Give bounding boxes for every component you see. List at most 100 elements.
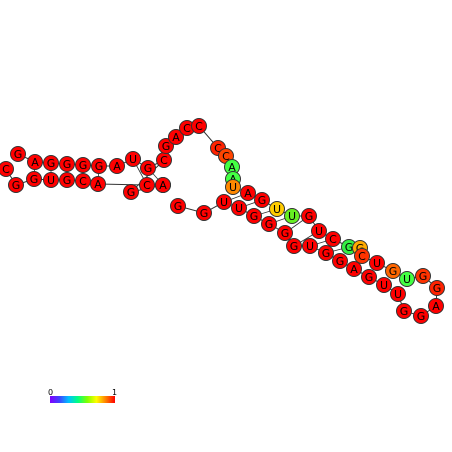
nucleotide-label: A: [432, 300, 440, 313]
nucleotide: G: [8, 177, 24, 193]
nucleotide: G: [59, 156, 75, 172]
nucleotide-circle: [361, 269, 377, 285]
nucleotide-label: A: [350, 263, 358, 276]
nucleotide: A: [168, 129, 184, 145]
nucleotide-circle: [43, 172, 59, 188]
nucleotide-circle: [225, 179, 241, 195]
nucleotide-circle: [75, 173, 91, 189]
nucleotide: A: [27, 154, 43, 170]
nucleotide-circle: [254, 192, 270, 208]
nucleotide: U: [302, 238, 318, 254]
nucleotide-label: G: [336, 255, 345, 268]
nucleotide-label: G: [63, 174, 72, 187]
nucleotide-circle: [369, 255, 385, 271]
nucleotide: U: [216, 194, 232, 210]
nucleotide-circle: [196, 205, 212, 221]
nucleotide-label: A: [228, 161, 236, 174]
nucleotide-label: G: [162, 140, 171, 153]
nucleotide: U: [284, 208, 300, 224]
nucleotide-circle: [301, 208, 317, 224]
nucleotide-circle: [26, 171, 42, 187]
nucleotide-label: U: [273, 203, 281, 216]
nucleotide-label: G: [79, 159, 88, 172]
nucleotide: C: [75, 173, 91, 189]
nucleotide-circle: [216, 194, 232, 210]
nucleotide-circle: [376, 277, 392, 293]
nucleotide: C: [325, 231, 341, 247]
nucleotide-circle: [325, 231, 341, 247]
nucleotide-circle: [59, 172, 75, 188]
nucleotide-label: U: [394, 288, 402, 301]
nucleotide-label: G: [365, 271, 374, 284]
nucleotide-circle: [246, 208, 262, 224]
nucleotide-label: U: [380, 279, 388, 292]
nucleotide-label: C: [195, 120, 203, 133]
nucleotide-label: U: [229, 181, 237, 194]
nucleotide-circle: [318, 245, 334, 261]
nucleotide-circle: [286, 238, 302, 254]
nucleotide-label: G: [419, 270, 428, 283]
nucleotide-label: C: [79, 175, 87, 188]
nucleotide: A: [224, 159, 240, 175]
nucleotide: G: [91, 158, 107, 174]
nucleotide: G: [246, 208, 262, 224]
nucleotide-circle: [354, 248, 370, 264]
nucleotide-label: G: [290, 240, 299, 253]
nucleotide: G: [59, 172, 75, 188]
nucleotide: U: [225, 179, 241, 195]
nucleotide-circle: [390, 286, 406, 302]
nucleotide: U: [311, 223, 327, 239]
nucleotide: U: [390, 286, 406, 302]
nucleotide: U: [376, 277, 392, 293]
nucleotide: C: [0, 161, 14, 177]
nucleotide-circle: [158, 138, 174, 154]
nucleotide-circle: [91, 158, 107, 174]
nucleotide-label: A: [159, 179, 167, 192]
color-scale-bar: [50, 396, 115, 403]
nucleotide-label: G: [258, 194, 267, 207]
nucleotide: G: [26, 171, 42, 187]
nucleotide: G: [318, 245, 334, 261]
nucleotide-circle: [429, 280, 445, 296]
nucleotide-label: C: [2, 163, 10, 176]
nucleotide: A: [428, 298, 444, 314]
nucleotide: A: [109, 158, 125, 174]
nucleotide-circle: [428, 298, 444, 314]
nucleotide-label: A: [113, 160, 121, 173]
nucleotide: C: [139, 177, 155, 193]
nucleotide-label: G: [47, 157, 56, 170]
nucleotide-circle: [311, 223, 327, 239]
nucleotide: G: [196, 205, 212, 221]
nucleotide: A: [90, 176, 106, 192]
nucleotide: G: [286, 238, 302, 254]
nucleotide-label: U: [220, 196, 228, 209]
nucleotide-circle: [385, 263, 401, 279]
nucleotide-label: U: [306, 240, 314, 253]
nucleotide: G: [43, 155, 59, 171]
nucleotide-label: U: [373, 257, 381, 270]
nucleotide: G: [415, 268, 431, 284]
nucleotide: G: [10, 146, 26, 162]
nucleotide: G: [385, 263, 401, 279]
nucleotide-circle: [90, 176, 106, 192]
nucleotide: G: [332, 253, 348, 269]
nucleotide-label: A: [172, 131, 180, 144]
nucleotide-circle: [302, 238, 318, 254]
nucleotide-circle: [168, 129, 184, 145]
nucleotide: U: [369, 255, 385, 271]
nucleotide-circle: [125, 151, 141, 167]
nucleotide-circle: [27, 154, 43, 170]
nucleotide-circle: [277, 225, 293, 241]
nucleotide-circle: [155, 177, 171, 193]
nucleotide-label: G: [144, 162, 153, 175]
nucleotide-circle: [10, 146, 26, 162]
nucleotide-label: G: [433, 282, 442, 295]
nucleotide-label: G: [12, 179, 21, 192]
nucleotide: A: [346, 261, 362, 277]
nucleotide-label: G: [63, 158, 72, 171]
nucleotide: G: [75, 157, 91, 173]
nucleotide: G: [301, 208, 317, 224]
nucleotide-label: G: [200, 207, 209, 220]
nucleotide-label: A: [31, 156, 39, 169]
nucleotide: G: [123, 184, 139, 200]
